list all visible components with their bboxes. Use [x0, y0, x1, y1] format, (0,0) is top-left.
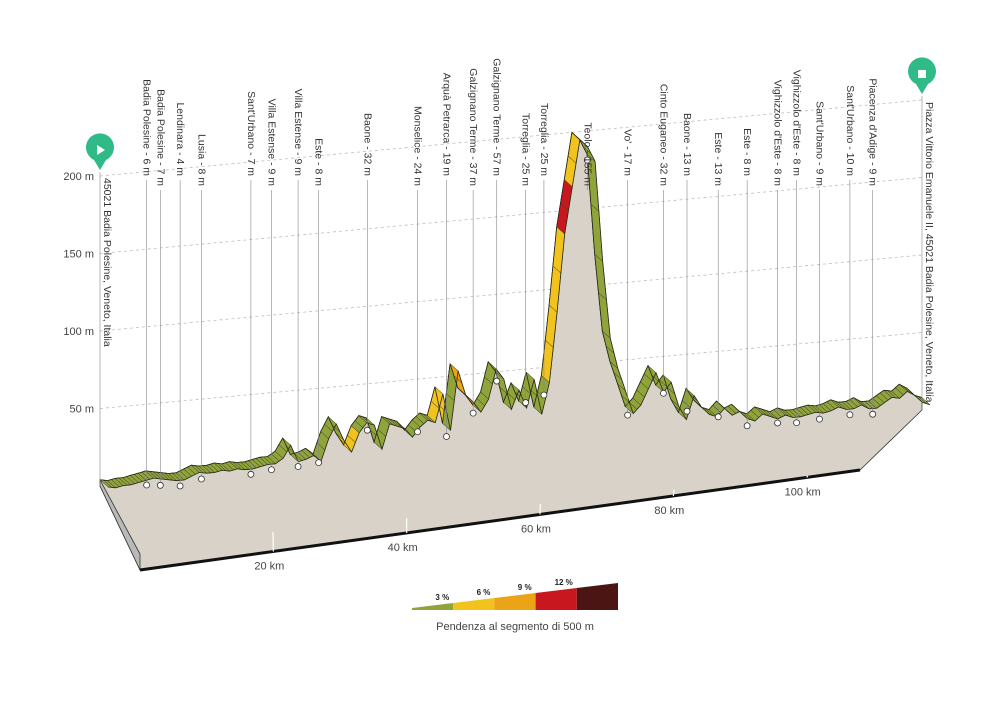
waypoint-label: Galzignano Terme - 57 m: [491, 58, 503, 176]
waypoint-marker: [176, 482, 184, 490]
waypoint-marker: [315, 459, 323, 467]
waypoint-label: Vighizzolo d'Este - 8 m: [791, 70, 803, 177]
waypoint-label: Lendinara - 4 m: [174, 102, 186, 176]
waypoint-label: Vo' - 17 m: [622, 129, 634, 176]
legend-swatch: [535, 588, 577, 610]
waypoint-label: Sant'Urbano - 7 m: [245, 91, 257, 176]
road-layer: [99, 131, 931, 489]
legend: 3 % 6 % 9 % 12 % Pendenza al segmento di 500…: [412, 578, 618, 633]
waypoint-marker: [268, 466, 275, 474]
waypoint-label: Teolo - 155 m: [581, 122, 593, 186]
waypoint-marker: [774, 419, 781, 427]
waypoint-label: Sant'Urbano - 9 m: [813, 101, 825, 186]
road-bottom-edge: [107, 138, 931, 489]
y-tick-label: 150 m: [63, 249, 94, 261]
waypoint-label: Torreglia - 25 m: [520, 113, 532, 186]
y-tick-label: 50 m: [70, 404, 94, 416]
legend-label: 6 %: [477, 588, 491, 597]
waypoint-label: Arquà Petrarca - 19 m: [441, 73, 453, 177]
waypoint-marker: [660, 389, 667, 397]
waypoint-marker: [156, 481, 164, 489]
waypoint-label: Este - 8 m: [741, 128, 753, 176]
waypoint-marker: [143, 481, 151, 489]
waypoint-label: Badia Polesine - 7 m: [154, 89, 166, 186]
waypoint-marker: [247, 470, 255, 478]
x-tick-label: 40 km: [388, 542, 418, 554]
waypoint-marker: [793, 419, 801, 427]
waypoint-label: Galzignano Terme - 37 m: [467, 68, 479, 186]
legend-label: 3 %: [435, 593, 449, 602]
waypoint-marker: [443, 433, 450, 440]
marker-layer: 45021 Badia Polesine, Veneto, Italia Piaz…: [86, 57, 937, 486]
waypoint-marker: [714, 413, 722, 421]
x-tick-label: 80 km: [654, 505, 684, 517]
waypoint-marker: [493, 377, 501, 385]
waypoint-label: Torreglia - 25 m: [538, 103, 550, 176]
waypoint-marker: [846, 411, 854, 419]
waypoint-label: Este - 8 m: [313, 138, 325, 186]
waypoint-marker: [540, 391, 548, 399]
waypoint-layer: Badia Polesine - 6 m Badia Polesine - 7 m…: [141, 58, 879, 490]
waypoint-marker: [869, 410, 877, 418]
waypoint-marker: [414, 428, 421, 436]
waypoint-label: Sant'Urbano - 10 m: [844, 85, 856, 176]
waypoint-label: Cinto Euganeo - 32 m: [657, 84, 669, 186]
waypoint-marker: [583, 156, 591, 164]
grid-line: [99, 177, 923, 254]
waypoint-label: Monselice - 24 m: [412, 106, 424, 186]
road-top-edge: [99, 131, 923, 482]
waypoint-marker: [743, 422, 751, 430]
waypoint-label: Villa Estense - 9 m: [292, 89, 304, 177]
waypoint-marker: [363, 426, 371, 434]
waypoint-label: Piacenza d'Adige - 9 m: [867, 78, 879, 186]
waypoint-marker: [198, 475, 205, 483]
terrain-area: [99, 131, 923, 571]
waypoint-label: Vighizzolo d'Este - 8 m: [772, 80, 784, 187]
x-tick-label: 100 km: [785, 486, 821, 498]
legend-swatch: [576, 583, 618, 610]
front-baseline: [139, 468, 861, 572]
x-tick-label: 20 km: [254, 560, 284, 572]
y-tick-label: 100 m: [63, 326, 94, 338]
legend-label: 9 %: [518, 583, 532, 592]
waypoint-marker: [624, 411, 632, 419]
legend-swatch: [412, 603, 454, 610]
waypoint-marker: [522, 399, 530, 406]
legend-label: 12 %: [555, 578, 573, 587]
waypoint-marker: [683, 407, 691, 415]
axis-layer: 20 km 40 km 60 km 80 km 100 km: [254, 486, 820, 572]
terrain-layer: [99, 131, 923, 572]
waypoint-label: Baone - 32 m: [361, 113, 373, 176]
finish-label: Piazza Vittorio Emanuele II, 45021 Badia…: [923, 102, 935, 403]
waypoint-label: Villa Estense - 9 m: [265, 99, 277, 187]
stop-icon: [918, 70, 926, 78]
waypoint-label: Baone - 13 m: [681, 113, 693, 176]
legend-swatch: [453, 598, 495, 610]
start-label: 45021 Badia Polesine, Veneto, Italia: [101, 178, 113, 347]
grid-line: [99, 254, 923, 332]
waypoint-marker: [294, 463, 302, 470]
waypoint-marker: [816, 415, 823, 423]
waypoint-label: Badia Polesine - 6 m: [141, 79, 153, 176]
legend-caption: Pendenza al segmento di 500 m: [436, 621, 594, 633]
waypoint-label: Lusia - 8 m: [195, 134, 207, 186]
waypoint-label: Este - 13 m: [712, 132, 724, 186]
y-tick-label: 200 m: [63, 171, 94, 183]
waypoint-marker: [469, 409, 477, 417]
km-divider: [672, 489, 675, 496]
play-icon: [97, 145, 105, 155]
km-divider: [806, 475, 809, 478]
x-tick-label: 60 km: [521, 523, 551, 535]
grid-layer: 50 m 100 m 150 m 200 m: [63, 99, 923, 416]
legend-swatch: [494, 593, 536, 610]
